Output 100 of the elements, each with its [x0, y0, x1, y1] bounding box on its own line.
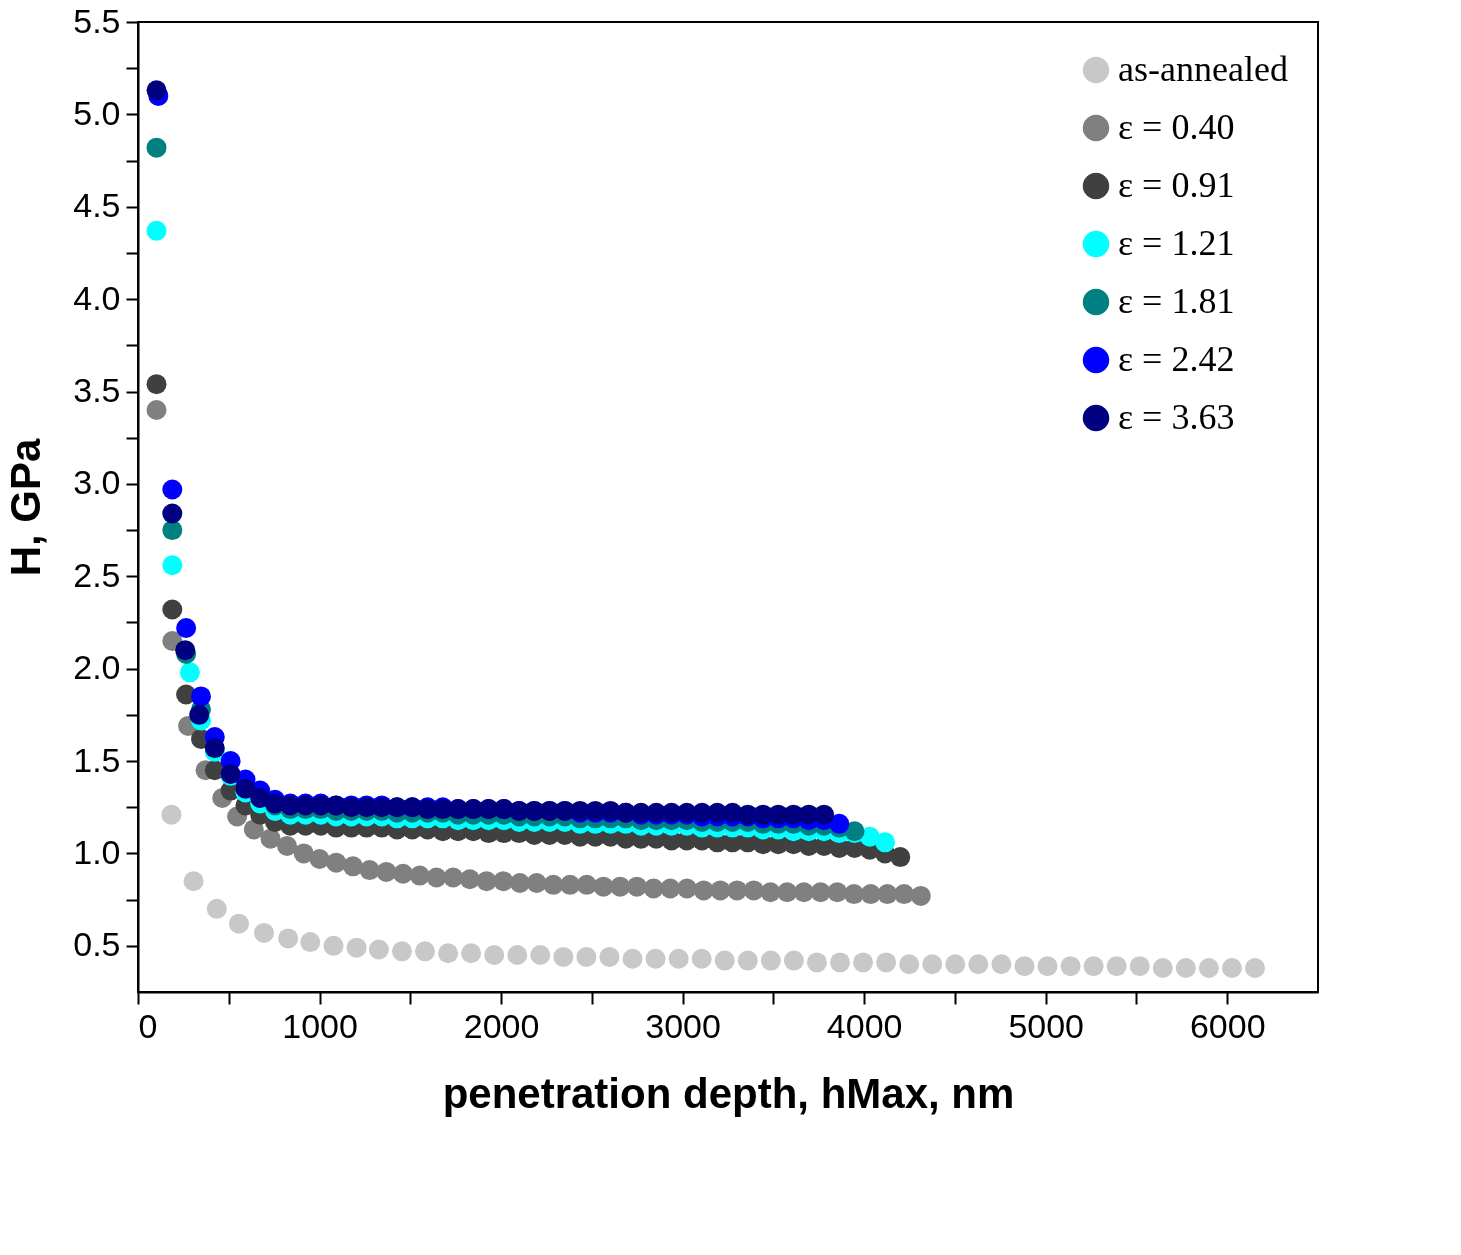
point	[426, 867, 447, 888]
y-tick-label: 5.0	[73, 93, 121, 132]
point	[827, 882, 848, 903]
point	[190, 686, 211, 707]
y-tick-label: 3.5	[73, 371, 121, 410]
point	[676, 878, 697, 899]
point	[645, 948, 666, 969]
point	[593, 876, 614, 897]
point	[877, 884, 898, 905]
point	[359, 860, 380, 881]
point	[1198, 958, 1219, 978]
point	[342, 856, 363, 877]
point	[560, 874, 581, 895]
point	[277, 836, 298, 857]
point	[1245, 958, 1266, 978]
point	[899, 954, 920, 975]
point	[875, 832, 896, 853]
legend-label: ε = 3.63	[1118, 397, 1235, 437]
point	[146, 220, 167, 241]
point	[922, 954, 943, 975]
point	[206, 898, 227, 919]
point	[1152, 958, 1173, 978]
point	[894, 884, 915, 905]
legend-label: ε = 0.91	[1118, 165, 1235, 205]
point	[162, 503, 183, 524]
point	[161, 804, 182, 825]
point	[843, 884, 864, 905]
point	[643, 878, 664, 899]
point	[991, 954, 1012, 975]
x-tick-label: 6000	[1189, 1006, 1266, 1045]
point	[176, 618, 197, 638]
point	[326, 852, 347, 873]
point	[793, 882, 814, 903]
point	[346, 937, 367, 958]
y-tick-label: 5.5	[73, 1, 121, 40]
point	[576, 874, 597, 895]
point	[714, 950, 735, 971]
x-tick-label: 0	[138, 1006, 158, 1045]
point	[1106, 956, 1127, 977]
point	[309, 848, 330, 869]
point	[576, 946, 597, 967]
y-tick-label: 4.5	[73, 186, 121, 225]
point	[484, 945, 505, 966]
point	[1175, 958, 1196, 978]
x-tick-label: 5000	[1008, 1006, 1085, 1045]
point	[890, 847, 911, 868]
point	[393, 863, 414, 884]
point	[526, 873, 547, 893]
legend-label: as-annealed	[1118, 49, 1288, 89]
y-tick-label: 2.5	[73, 555, 121, 594]
y-tick-label: 3.0	[73, 463, 121, 502]
point	[876, 952, 897, 973]
point	[710, 880, 731, 901]
point	[415, 941, 436, 962]
point	[610, 876, 631, 897]
y-tick-label: 4.0	[73, 278, 121, 317]
point	[737, 950, 758, 971]
point	[459, 869, 480, 890]
point	[660, 878, 681, 899]
point	[806, 952, 827, 973]
point	[162, 520, 183, 541]
legend-label: ε = 0.40	[1118, 107, 1235, 147]
point	[599, 946, 620, 967]
point	[278, 928, 299, 949]
point	[543, 874, 564, 895]
point	[1037, 956, 1058, 977]
point	[162, 555, 183, 576]
point	[183, 871, 204, 892]
point	[693, 880, 714, 901]
point	[443, 867, 464, 888]
legend-label: ε = 1.81	[1118, 281, 1235, 321]
point	[507, 945, 528, 966]
point	[162, 479, 183, 500]
x-tick-label: 2000	[463, 1006, 540, 1045]
point	[691, 948, 712, 969]
y-axis-title: H, GPa	[2, 438, 50, 577]
point	[760, 882, 781, 903]
point	[179, 662, 200, 683]
point	[146, 80, 167, 101]
point	[376, 861, 397, 882]
x-tick-label: 3000	[645, 1006, 721, 1045]
x-axis-title: penetration depth, hMax, nm	[442, 1069, 1015, 1117]
point	[146, 137, 167, 158]
point	[860, 884, 881, 905]
point	[293, 843, 314, 864]
point	[622, 948, 643, 969]
point	[1129, 956, 1150, 977]
point	[493, 871, 514, 892]
point	[228, 913, 249, 934]
point	[814, 804, 835, 825]
point	[777, 882, 798, 903]
legend-label: ε = 1.21	[1118, 223, 1235, 263]
point	[1221, 958, 1242, 978]
y-tick-label: 2.0	[73, 648, 121, 687]
point	[830, 952, 851, 973]
point	[853, 952, 874, 973]
point	[945, 954, 966, 975]
point	[910, 885, 931, 906]
point	[409, 865, 430, 886]
point	[253, 922, 274, 943]
